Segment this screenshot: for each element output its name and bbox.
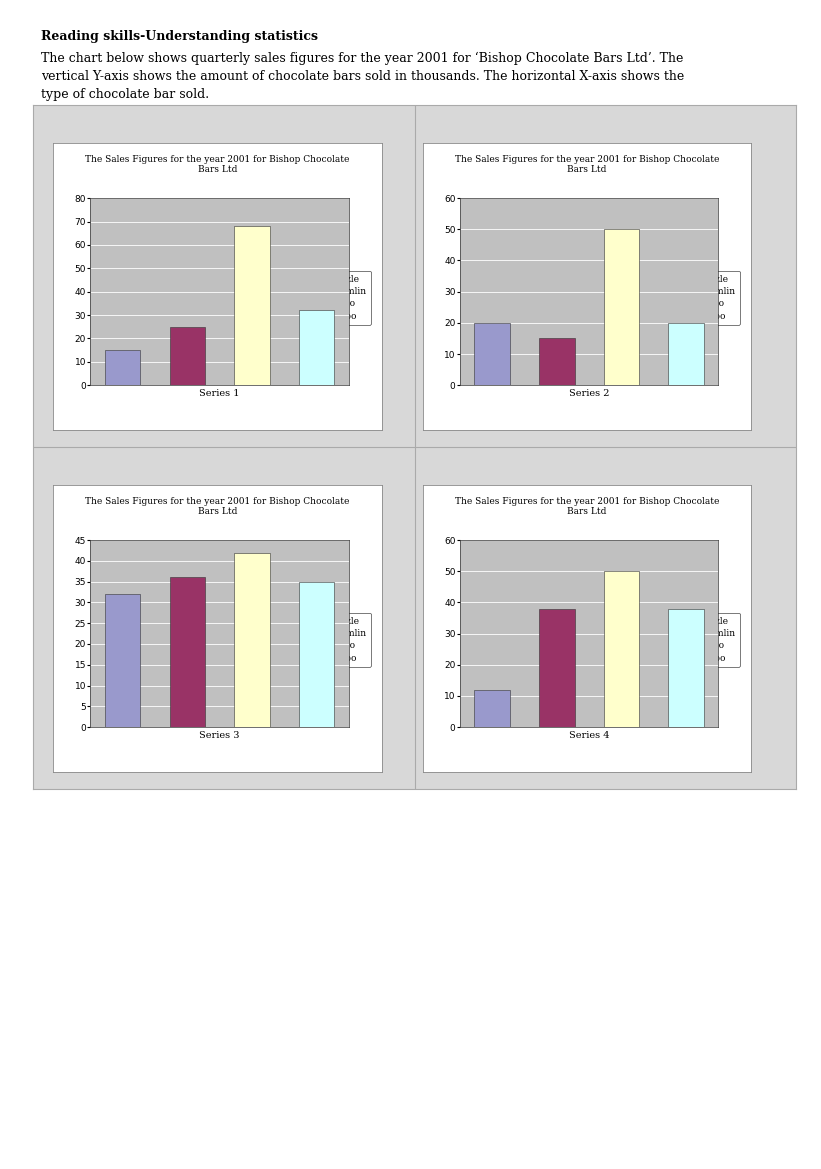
Text: The Sales Figures for the year 2001 for Bishop Chocolate
Bars Ltd: The Sales Figures for the year 2001 for …	[85, 154, 350, 174]
Bar	[169, 327, 205, 386]
Bar	[105, 351, 140, 386]
Legend: Razzle, Gremlin, Banjo, Yahoo: Razzle, Gremlin, Banjo, Yahoo	[310, 613, 371, 667]
X-axis label: Series 4: Series 4	[569, 732, 609, 740]
Legend: Razzle, Gremlin, Banjo, Yahoo: Razzle, Gremlin, Banjo, Yahoo	[679, 270, 741, 325]
Bar	[668, 323, 704, 386]
Bar	[668, 609, 704, 727]
Text: Reading skills-Understanding statistics: Reading skills-Understanding statistics	[41, 30, 318, 43]
Bar	[475, 323, 510, 386]
Bar	[299, 311, 334, 386]
Bar	[169, 577, 205, 727]
Bar	[603, 229, 640, 386]
Text: The Sales Figures for the year 2001 for Bishop Chocolate
Bars Ltd: The Sales Figures for the year 2001 for …	[455, 154, 719, 174]
X-axis label: Series 1: Series 1	[200, 389, 240, 399]
Text: The chart below shows quarterly sales figures for the year 2001 for ‘Bishop Choc: The chart below shows quarterly sales fi…	[41, 51, 684, 101]
Bar	[539, 339, 575, 386]
Text: The Sales Figures for the year 2001 for Bishop Chocolate
Bars Ltd: The Sales Figures for the year 2001 for …	[455, 497, 719, 516]
Bar	[234, 227, 270, 386]
Bar	[475, 690, 510, 727]
Legend: Razzle, Gremlin, Banjo, Yahoo: Razzle, Gremlin, Banjo, Yahoo	[679, 613, 741, 667]
Bar	[299, 582, 334, 727]
X-axis label: Series 3: Series 3	[200, 732, 240, 740]
Text: The Sales Figures for the year 2001 for Bishop Chocolate
Bars Ltd: The Sales Figures for the year 2001 for …	[85, 497, 350, 516]
Legend: Razzle, Gremlin, Banjo, Yahoo: Razzle, Gremlin, Banjo, Yahoo	[310, 270, 371, 325]
X-axis label: Series 2: Series 2	[569, 389, 609, 399]
Bar	[234, 553, 270, 727]
Bar	[105, 594, 140, 727]
Bar	[603, 572, 640, 727]
Bar	[539, 609, 575, 727]
